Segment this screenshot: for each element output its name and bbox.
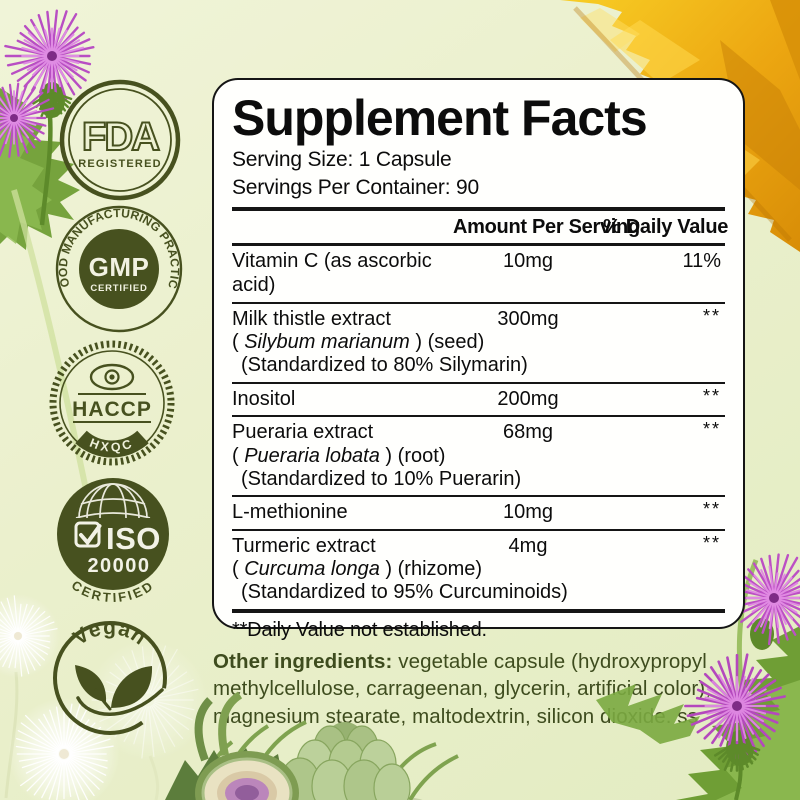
other-ingredients-text: vegetable capsule (hydroxypropyl methylc… xyxy=(213,650,712,728)
ingredient-daily-value: ** xyxy=(702,419,721,440)
badge-gmp-certified: GOOD MANUFACTURING PRACTICE GMP CERTIFIE… xyxy=(44,188,189,344)
ingredient-name: Turmeric extract xyxy=(232,534,376,557)
divider xyxy=(232,207,725,212)
ingredient-daily-value: ** xyxy=(702,305,721,326)
ingredient-name: Vitamin C (as ascorbic acid) xyxy=(232,250,432,296)
column-amount-per-serving: Amount Per Serving xyxy=(453,216,640,239)
ingredient-name: Milk thistle extract xyxy=(232,307,391,330)
daily-value-footnote: **Daily Value not established. xyxy=(232,618,487,641)
ingredient-standardization: (Standardized to 95% Curcuminoids) xyxy=(241,581,568,604)
panel-title: Supplement Facts xyxy=(232,90,648,146)
divider xyxy=(232,608,725,613)
badge-fda-registered: FDA REGISTERED xyxy=(50,70,190,215)
iso-badge-title: ISO xyxy=(106,521,161,556)
ingredient-daily-value: 11% xyxy=(682,250,721,273)
ingredient-daily-value: ** xyxy=(702,532,721,553)
table-row: Milk thistle extract 300mg ** ( Silybum … xyxy=(232,304,725,384)
ingredient-name: L-methionine xyxy=(232,501,348,524)
ingredient-standardization: (Standardized to 10% Puerarin) xyxy=(241,467,522,490)
badge-haccp: HACCP HXQC xyxy=(42,333,182,478)
table-row: Inositol 200mg ** xyxy=(232,384,725,418)
facts-table-rows: Vitamin C (as ascorbic acid) 10mg 11% Mi… xyxy=(232,246,725,608)
ingredient-amount: 4mg xyxy=(508,534,548,557)
ingredient-standardization: (Standardized to 80% Silymarin) xyxy=(241,354,528,377)
servings-per-container: Servings Per Container: 90 xyxy=(232,176,479,200)
ingredient-daily-value: ** xyxy=(702,499,721,520)
eye-icon xyxy=(89,363,135,391)
badge-vegan: Vegan xyxy=(40,604,180,749)
ingredient-latin-name: ( Curcuma longa ) (rhizome) xyxy=(232,558,483,581)
ingredient-amount: 10mg xyxy=(502,250,554,273)
leaves-icon xyxy=(75,665,164,716)
gmp-badge-subtitle: CERTIFIED xyxy=(90,283,147,294)
ingredient-name: Pueraria extract xyxy=(232,421,374,444)
divider xyxy=(232,243,725,247)
table-row: Turmeric extract 4mg ** ( Curcuma longa … xyxy=(232,531,725,609)
fda-badge-title: FDA xyxy=(82,115,159,159)
ingredient-amount: 300mg xyxy=(497,307,559,330)
haccp-wreath-ring xyxy=(49,340,175,466)
table-row: L-methionine 10mg ** xyxy=(232,497,725,531)
ingredient-amount: 10mg xyxy=(502,501,554,524)
ingredient-amount: 200mg xyxy=(497,387,559,410)
gmp-badge-title: GMP xyxy=(89,252,150,282)
supplement-facts-panel: Supplement Facts Serving Size: 1 Capsule… xyxy=(212,78,745,641)
ingredient-name: Inositol xyxy=(232,387,296,410)
column-daily-value: % Daily Value xyxy=(603,216,729,239)
facts-table-header: Amount Per Serving % Daily Value xyxy=(232,211,729,243)
serving-size: Serving Size: 1 Capsule xyxy=(232,148,452,171)
vegan-badge-title: Vegan xyxy=(69,616,151,650)
ingredient-latin-name: ( Silybum marianum ) (seed) xyxy=(232,331,485,354)
table-row: Pueraria extract 68mg ** ( Pueraria loba… xyxy=(232,417,725,498)
ingredient-daily-value: ** xyxy=(702,385,721,406)
iso-badge-number: 20000 xyxy=(87,555,150,577)
table-row: Vitamin C (as ascorbic acid) 10mg 11% xyxy=(232,246,725,304)
other-ingredients: Other ingredients: vegetable capsule (hy… xyxy=(213,648,759,730)
other-ingredients-label: Other ingredients: xyxy=(213,650,393,673)
haccp-badge-title: HACCP xyxy=(72,398,152,421)
ingredient-latin-name: ( Pueraria lobata ) (root) xyxy=(232,444,446,467)
ingredient-amount: 68mg xyxy=(502,421,554,444)
fda-badge-subtitle: REGISTERED xyxy=(78,158,162,170)
